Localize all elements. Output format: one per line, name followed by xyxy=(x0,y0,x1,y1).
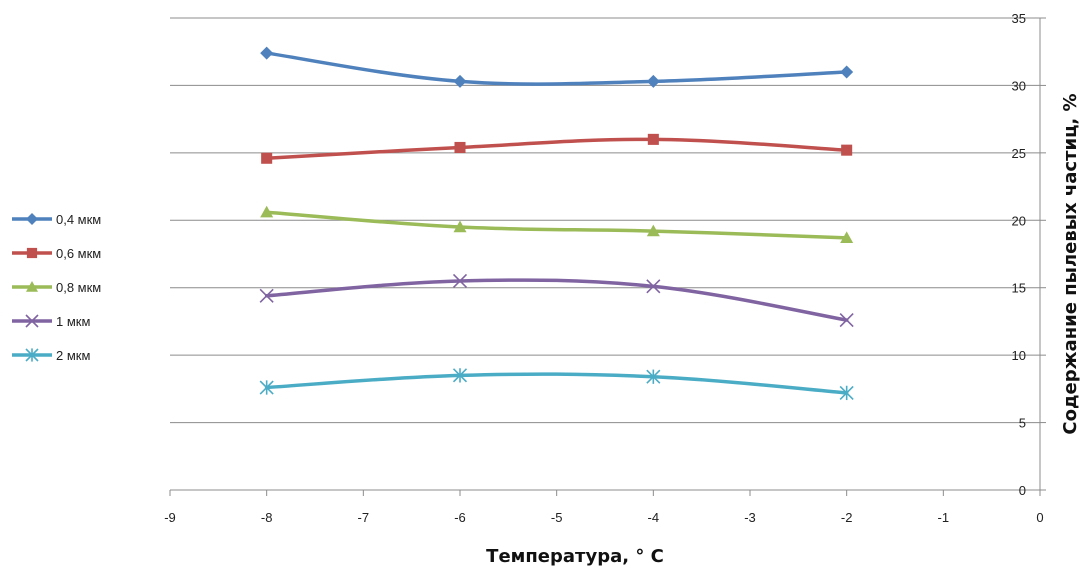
data-point xyxy=(26,281,38,292)
data-point xyxy=(260,205,274,218)
x-tick-label: -2 xyxy=(841,510,853,525)
legend-label: 0,8 мкм xyxy=(56,280,101,295)
data-point xyxy=(839,385,854,401)
data-point xyxy=(26,213,38,225)
x-tick-label: -7 xyxy=(358,510,370,525)
x-tick-label: -1 xyxy=(938,510,950,525)
legend-label: 2 мкм xyxy=(56,348,90,363)
x-tick-label: -9 xyxy=(164,510,176,525)
y-tick-label: 20 xyxy=(1012,213,1026,228)
axes xyxy=(170,18,1041,491)
data-point xyxy=(839,313,854,328)
y-tick-label: 10 xyxy=(1012,348,1026,363)
legend-label: 0,4 мкм xyxy=(56,212,101,227)
series-line xyxy=(264,51,849,86)
series-line xyxy=(264,372,849,395)
series-line xyxy=(264,210,849,240)
data-point xyxy=(261,152,273,164)
data-point xyxy=(646,74,660,88)
data-point xyxy=(453,220,467,233)
legend: 0,4 мкм 0,6 мкм 0,8 мкм 1 мкм 2 мкм xyxy=(12,212,101,363)
y-tick-label: 30 xyxy=(1012,78,1026,93)
series-2 xyxy=(261,133,853,164)
data-point xyxy=(646,279,661,294)
y-tick-label: 15 xyxy=(1012,281,1026,296)
legend-label: 1 мкм xyxy=(56,314,90,329)
data-point xyxy=(453,74,467,88)
marker-stroke xyxy=(25,314,39,328)
series-lines xyxy=(259,46,854,401)
x-tick-label: -8 xyxy=(261,510,273,525)
y-axis-title: Содержание пылевых частиц, % xyxy=(1060,93,1081,434)
legend-item: 1 мкм xyxy=(12,314,90,329)
marker-stroke xyxy=(259,288,274,303)
series-line xyxy=(264,278,849,322)
y-tick-label: 5 xyxy=(1019,416,1026,431)
legend-item: 0,8 мкм xyxy=(12,280,101,295)
x-tick-labels: -9 -8 -7 -6 -5 -4 -3 -2 -1 0 xyxy=(164,510,1043,525)
series-4 xyxy=(259,273,854,328)
data-point xyxy=(646,224,660,237)
data-point xyxy=(840,65,854,79)
marker-stroke xyxy=(452,273,468,289)
legend-item: 2 мкм xyxy=(12,348,90,363)
data-point xyxy=(259,380,274,395)
series-5 xyxy=(259,368,854,401)
y-tick-label: 25 xyxy=(1012,146,1026,161)
y-tick-labels: 0 5 10 15 20 25 30 35 xyxy=(1012,11,1026,498)
data-point xyxy=(454,141,466,153)
y-tick-label: 35 xyxy=(1012,11,1026,26)
series-1 xyxy=(260,46,854,88)
marker-stroke xyxy=(839,313,854,328)
data-point xyxy=(25,348,39,362)
x-axis-title: Температура, ° C xyxy=(486,546,664,567)
x-tick-label: -4 xyxy=(648,510,660,525)
data-point xyxy=(647,133,659,145)
legend-label: 0,6 мкм xyxy=(56,246,101,261)
data-point xyxy=(259,288,274,303)
x-tick-label: -6 xyxy=(454,510,466,525)
data-point xyxy=(260,46,274,60)
data-point xyxy=(646,369,661,384)
legend-item: 0,4 мкм xyxy=(12,212,101,227)
gridlines xyxy=(169,17,1046,496)
legend-item: 0,6 мкм xyxy=(12,246,101,261)
data-point xyxy=(26,247,38,259)
x-tick-label: -5 xyxy=(551,510,563,525)
series-3 xyxy=(260,205,854,244)
x-tick-label: -3 xyxy=(744,510,756,525)
data-point xyxy=(452,368,468,383)
data-point xyxy=(25,314,39,328)
data-point xyxy=(841,144,853,156)
x-tick-label: 0 xyxy=(1036,510,1043,525)
data-point xyxy=(452,273,468,289)
y-tick-label: 0 xyxy=(1019,483,1026,498)
data-point xyxy=(840,231,854,244)
marker-stroke xyxy=(646,279,661,294)
series-line xyxy=(264,137,849,161)
